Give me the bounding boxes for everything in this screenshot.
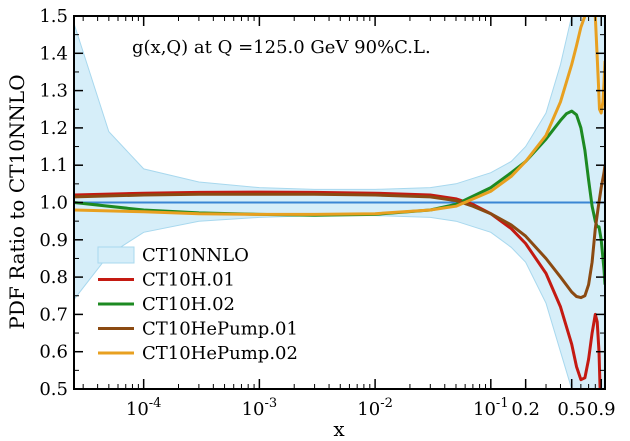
legend-label-ct10h-01: CT10H.01 (142, 270, 235, 291)
y-tick-label: 1.5 (39, 6, 68, 27)
y-tick-label: 1.1 (39, 155, 68, 176)
x-axis-label: x (333, 417, 345, 441)
y-tick-label: 0.9 (39, 230, 68, 251)
x-tick-label: 10-1 (473, 396, 509, 420)
series-line-ct10hepump-02 (74, 16, 605, 216)
y-tick-label: 0.6 (39, 342, 68, 363)
chart-annotation: g(x,Q) at Q =125.0 GeV 90%C.L. (132, 37, 431, 58)
legend-label-ct10hepump-01: CT10HePump.01 (142, 319, 298, 340)
series-line-ct10h-01 (74, 190, 602, 389)
y-tick-label: 1.0 (39, 193, 68, 214)
y-tick-label: 0.5 (39, 379, 68, 400)
x-tick-label: 0.5 (557, 399, 586, 420)
x-tick-label: 10-3 (242, 396, 278, 420)
series-line-ct10hepump-01 (74, 165, 605, 300)
y-tick-label: 1.2 (39, 118, 68, 139)
legend-swatch-ct10nnlo (97, 246, 135, 264)
y-axis-label: PDF Ratio to CT10NNLO (5, 74, 29, 329)
legend-label-ct10hepump-02: CT10HePump.02 (142, 343, 298, 364)
x-tick-label: 10-4 (126, 396, 162, 420)
legend-label-ct10nnlo: CT10NNLO (142, 245, 249, 266)
x-tick-label: 10-2 (357, 396, 393, 420)
y-tick-label: 1.4 (39, 43, 68, 64)
legend-label-ct10h-02: CT10H.02 (142, 294, 235, 315)
y-tick-label: 1.3 (39, 81, 68, 102)
axis-ticks: 0.5 0.6 0.7 0.8 0.9 1.0 1.1 1.2 1.3 1.4 1.5 10-4 10-… (39, 6, 615, 420)
x-tick-label: 0.2 (511, 399, 540, 420)
y-tick-label: 0.8 (39, 267, 68, 288)
plot-area (74, 16, 605, 389)
y-tick-label: 0.7 (39, 304, 68, 325)
x-tick-label: 0.9 (587, 399, 616, 420)
legend: CT10NNLO CT10H.01 CT10H.02 CT10HePump.01 CT1… (97, 245, 298, 364)
